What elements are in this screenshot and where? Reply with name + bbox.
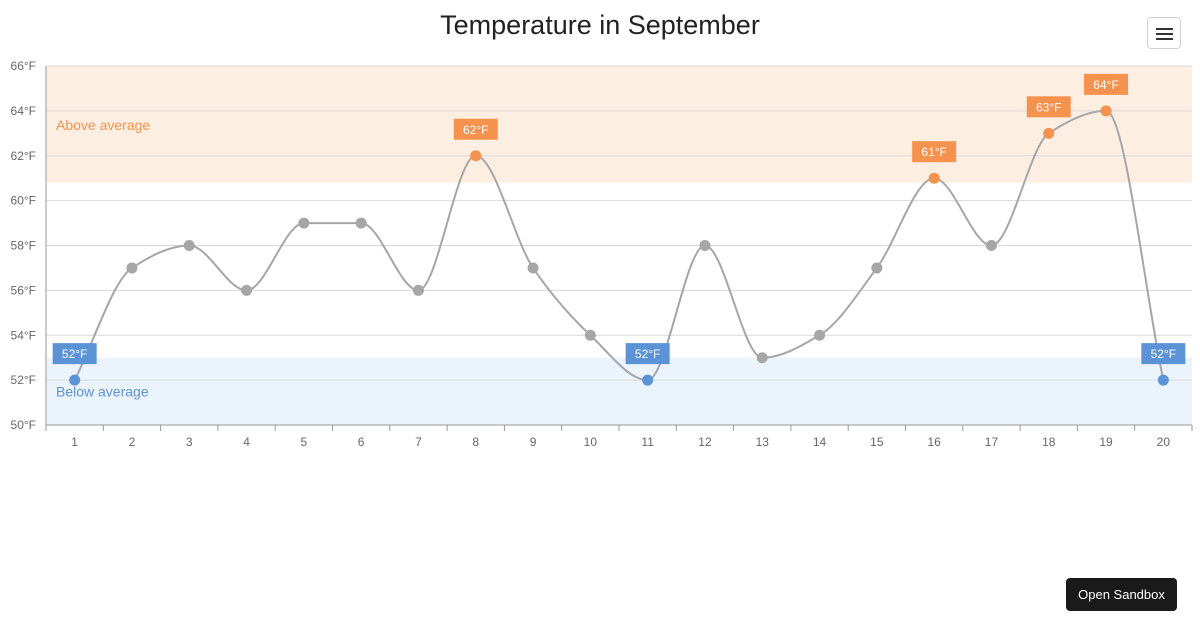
data-label: 64°F	[1093, 78, 1118, 92]
data-label: 61°F	[921, 145, 946, 159]
band-label: Above average	[56, 117, 150, 133]
data-point	[1157, 374, 1169, 386]
data-point	[355, 217, 367, 229]
data-point	[241, 284, 253, 296]
line-chart: 50°F 52°F 54°F 56°F 58°F 60°F 62°F 64°F 66°F Abov…	[11, 59, 1193, 449]
chart-title: Temperature in September	[440, 10, 760, 40]
data-point	[584, 329, 596, 341]
menu-bar	[1156, 38, 1173, 40]
data-point	[642, 374, 654, 386]
x-tick-label: 1	[71, 435, 78, 449]
data-point	[69, 374, 81, 386]
data-point	[183, 240, 195, 251]
data-label-box	[1026, 96, 1071, 118]
open-sandbox-button[interactable]: Open Sandbox	[1066, 578, 1177, 611]
data-point	[1043, 127, 1055, 139]
x-tick-label: 19	[1099, 435, 1113, 449]
data-label-box	[453, 118, 498, 140]
y-tick-label: 50°F	[11, 418, 36, 432]
x-tick-label: 11	[641, 435, 654, 449]
y-tick-label: 52°F	[11, 373, 36, 387]
band-label: Below average	[56, 384, 149, 400]
x-tick-label: 2	[129, 435, 136, 449]
data-label-box	[625, 343, 670, 365]
y-tick-label: 66°F	[11, 59, 36, 73]
x-tick-label: 5	[301, 435, 308, 449]
y-tick-label: 58°F	[11, 239, 36, 253]
data-point	[1100, 105, 1112, 117]
y-tick-label: 54°F	[11, 328, 36, 342]
data-point	[871, 262, 883, 274]
x-tick-label: 17	[985, 435, 999, 449]
data-label-box	[1084, 73, 1129, 95]
data-label: 62°F	[463, 123, 488, 137]
x-tick-label: 12	[698, 435, 712, 449]
data-point	[412, 284, 424, 296]
x-tick-label: 6	[358, 435, 365, 449]
x-tick-label: 8	[472, 435, 479, 449]
x-tick-label: 3	[186, 435, 193, 449]
data-point	[298, 217, 310, 229]
data-label-box	[1141, 343, 1186, 365]
y-tick-label: 64°F	[11, 104, 36, 118]
data-point	[126, 262, 138, 274]
x-tick-label: 14	[813, 435, 827, 449]
menu-bar	[1156, 28, 1173, 30]
data-point	[527, 262, 539, 274]
data-label-box	[52, 343, 97, 365]
plot-band	[46, 357, 1192, 425]
y-tick-label: 56°F	[11, 283, 36, 297]
data-point	[928, 172, 940, 184]
data-point	[985, 240, 997, 251]
x-tick-label: 15	[870, 435, 884, 449]
data-point	[814, 329, 826, 341]
menu-bar	[1156, 33, 1173, 35]
plot-band	[46, 66, 1192, 183]
hamburger-menu-icon[interactable]	[1147, 17, 1181, 49]
x-tick-label: 7	[415, 435, 422, 449]
data-label: 63°F	[1036, 100, 1061, 114]
x-tick-label: 16	[927, 435, 941, 449]
y-tick-label: 60°F	[11, 194, 36, 208]
data-label: 52°F	[62, 347, 87, 361]
x-tick-label: 18	[1042, 435, 1056, 449]
data-point	[470, 150, 482, 162]
data-label: 52°F	[635, 347, 660, 361]
x-tick-label: 9	[530, 435, 537, 449]
x-tick-label: 4	[243, 435, 250, 449]
y-tick-label: 62°F	[11, 149, 36, 163]
data-label: 52°F	[1151, 347, 1176, 361]
data-point	[699, 240, 711, 251]
x-tick-label: 10	[584, 435, 598, 449]
x-tick-label: 20	[1157, 435, 1171, 449]
x-tick-label: 13	[756, 435, 770, 449]
data-label-box	[912, 141, 957, 163]
data-point	[756, 352, 768, 364]
